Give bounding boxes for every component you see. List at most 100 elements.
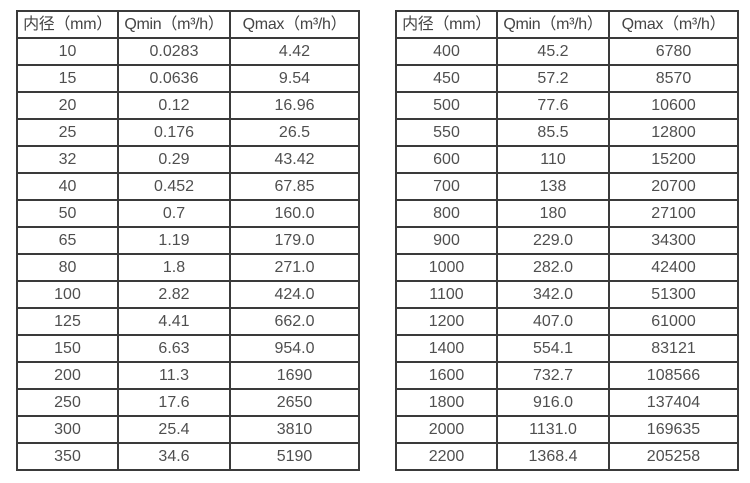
table-row: 1000 282.0 42400 (395, 253, 739, 282)
table-cell: 9.54 (229, 64, 360, 93)
table-cell: 1.19 (117, 226, 231, 255)
table-row: 450 57.2 8570 (395, 64, 739, 93)
table-cell: 6780 (608, 37, 739, 66)
table-cell: 42400 (608, 253, 739, 282)
table-header-row: 内径（mm） Qmin（m³/h） Qmax（m³/h） (16, 10, 360, 39)
table-cell: 0.0636 (117, 64, 231, 93)
table-row: 1200 407.0 61000 (395, 307, 739, 336)
column-header: Qmin（m³/h） (117, 10, 231, 39)
table-row: 32 0.29 43.42 (16, 145, 360, 174)
table-row: 800 180 27100 (395, 199, 739, 228)
table-cell: 250 (16, 388, 119, 417)
table-cell: 0.12 (117, 91, 231, 120)
table-cell: 25 (16, 118, 119, 147)
table-cell: 2200 (395, 442, 498, 471)
column-header: Qmax（m³/h） (229, 10, 360, 39)
table-cell: 100 (16, 280, 119, 309)
table-header-row: 内径（mm） Qmin（m³/h） Qmax（m³/h） (395, 10, 739, 39)
flow-range-tables: 内径（mm） Qmin（m³/h） Qmax（m³/h） 10 0.0283 4.42 1… (16, 10, 739, 471)
table-cell: 27100 (608, 199, 739, 228)
table-cell: 34.6 (117, 442, 231, 471)
flow-table-small-diameters: 内径（mm） Qmin（m³/h） Qmax（m³/h） 10 0.0283 4.42 1… (16, 10, 360, 471)
table-cell: 271.0 (229, 253, 360, 282)
table-cell: 1400 (395, 334, 498, 363)
table-cell: 1.8 (117, 253, 231, 282)
table-row: 1800 916.0 137404 (395, 388, 739, 417)
table-cell: 17.6 (117, 388, 231, 417)
table-cell: 954.0 (229, 334, 360, 363)
table-cell: 350 (16, 442, 119, 471)
table-cell: 6.63 (117, 334, 231, 363)
table-cell: 1800 (395, 388, 498, 417)
table-cell: 169635 (608, 415, 739, 444)
table-row: 300 25.4 3810 (16, 415, 360, 444)
table-cell: 916.0 (496, 388, 610, 417)
table-cell: 424.0 (229, 280, 360, 309)
table-cell: 200 (16, 361, 119, 390)
table-row: 65 1.19 179.0 (16, 226, 360, 255)
table-cell: 10 (16, 37, 119, 66)
table-row: 2200 1368.4 205258 (395, 442, 739, 471)
table-cell: 45.2 (496, 37, 610, 66)
table-cell: 179.0 (229, 226, 360, 255)
column-header: 内径（mm） (16, 10, 119, 39)
table-row: 80 1.8 271.0 (16, 253, 360, 282)
table-row: 150 6.63 954.0 (16, 334, 360, 363)
table-row: 550 85.5 12800 (395, 118, 739, 147)
table-cell: 229.0 (496, 226, 610, 255)
table-cell: 50 (16, 199, 119, 228)
table-cell: 12800 (608, 118, 739, 147)
table-cell: 0.176 (117, 118, 231, 147)
table-cell: 61000 (608, 307, 739, 336)
table-cell: 20700 (608, 172, 739, 201)
table-cell: 3810 (229, 415, 360, 444)
table-cell: 1200 (395, 307, 498, 336)
table-row: 900 229.0 34300 (395, 226, 739, 255)
table-row: 100 2.82 424.0 (16, 280, 360, 309)
table-cell: 500 (395, 91, 498, 120)
table-cell: 800 (395, 199, 498, 228)
table-cell: 0.29 (117, 145, 231, 174)
table-row: 50 0.7 160.0 (16, 199, 360, 228)
table-cell: 600 (395, 145, 498, 174)
table-cell: 8570 (608, 64, 739, 93)
table-cell: 83121 (608, 334, 739, 363)
table-row: 600 110 15200 (395, 145, 739, 174)
table-cell: 80 (16, 253, 119, 282)
table-cell: 26.5 (229, 118, 360, 147)
table-row: 700 138 20700 (395, 172, 739, 201)
table-cell: 10600 (608, 91, 739, 120)
table-cell: 40 (16, 172, 119, 201)
table-cell: 4.41 (117, 307, 231, 336)
table-cell: 550 (395, 118, 498, 147)
table-row: 40 0.452 67.85 (16, 172, 360, 201)
table-cell: 1000 (395, 253, 498, 282)
table-cell: 450 (395, 64, 498, 93)
table-cell: 2000 (395, 415, 498, 444)
table-cell: 1600 (395, 361, 498, 390)
table-cell: 11.3 (117, 361, 231, 390)
table-row: 25 0.176 26.5 (16, 118, 360, 147)
table-cell: 407.0 (496, 307, 610, 336)
table-cell: 34300 (608, 226, 739, 255)
table-row: 2000 1131.0 169635 (395, 415, 739, 444)
table-row: 15 0.0636 9.54 (16, 64, 360, 93)
table-cell: 0.452 (117, 172, 231, 201)
table-cell: 1100 (395, 280, 498, 309)
table-cell: 32 (16, 145, 119, 174)
table-cell: 16.96 (229, 91, 360, 120)
table-row: 250 17.6 2650 (16, 388, 360, 417)
table-cell: 51300 (608, 280, 739, 309)
table-cell: 342.0 (496, 280, 610, 309)
table-cell: 180 (496, 199, 610, 228)
table-cell: 77.6 (496, 91, 610, 120)
table-cell: 1131.0 (496, 415, 610, 444)
table-cell: 732.7 (496, 361, 610, 390)
column-header: 内径（mm） (395, 10, 498, 39)
table-row: 125 4.41 662.0 (16, 307, 360, 336)
table-cell: 1690 (229, 361, 360, 390)
table-cell: 15 (16, 64, 119, 93)
column-header: Qmin（m³/h） (496, 10, 610, 39)
table-cell: 160.0 (229, 199, 360, 228)
table-cell: 0.7 (117, 199, 231, 228)
